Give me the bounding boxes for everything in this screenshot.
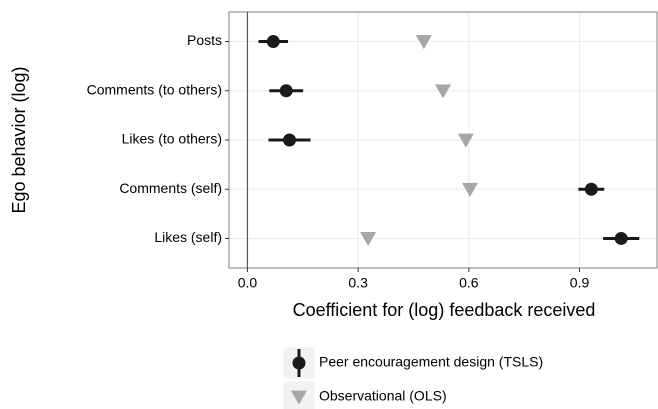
point <box>415 35 432 50</box>
point <box>435 84 451 99</box>
point <box>584 182 598 196</box>
point <box>461 182 478 197</box>
legend-label: Observational (OLS) <box>319 388 447 404</box>
point <box>279 84 293 98</box>
y-tick-label: Likes (self) <box>154 229 222 245</box>
y-axis-title: Ego behavior (log) <box>9 66 29 213</box>
legend-key-marker <box>292 356 306 370</box>
x-axis-title: Coefficient for (log) feedback received <box>293 300 596 320</box>
legend-label: Peer encouragement design (TSLS) <box>319 354 543 370</box>
point <box>360 232 377 247</box>
y-tick-label: Posts <box>187 32 222 48</box>
x-tick-label: 0.0 <box>238 275 258 291</box>
y-tick-label: Comments (to others) <box>87 81 222 97</box>
y-tick-label: Comments (self) <box>119 180 222 196</box>
y-tick-label: Likes (to others) <box>122 131 222 147</box>
point <box>614 231 628 245</box>
x-tick-label: 0.3 <box>348 275 368 291</box>
point <box>283 133 297 147</box>
x-tick-label: 0.9 <box>570 275 590 291</box>
point <box>457 133 474 148</box>
legend-key-marker <box>291 390 307 405</box>
point <box>266 35 280 49</box>
x-tick-label: 0.6 <box>459 275 479 291</box>
